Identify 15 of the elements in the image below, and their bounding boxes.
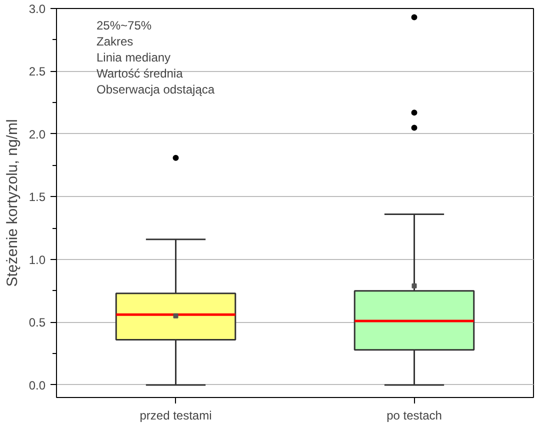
y-tick-label: 0.5	[28, 316, 46, 330]
annotation: Zakres	[96, 34, 134, 48]
annotation: Wartość średnia	[96, 66, 184, 80]
annotation: 25%~75%	[96, 18, 152, 32]
y-tick-label: 2.5	[28, 64, 46, 79]
y-tick-label: 3.0	[28, 2, 46, 16]
x-tick-label: przed testami	[140, 408, 212, 422]
annotation: Obserwacja odstająca	[96, 82, 215, 96]
y-tick-label: 2.0	[28, 127, 46, 142]
y-tick-label: 0.0	[28, 378, 46, 392]
y-tick-label: 1.5	[28, 190, 46, 204]
y-tick-label: 1.0	[28, 252, 46, 267]
y-axis-title: Stężenie kortyzolu, ng/ml	[4, 119, 21, 287]
annotation: Linia mediany	[96, 50, 171, 64]
x-tick-label: po testach	[386, 408, 442, 422]
